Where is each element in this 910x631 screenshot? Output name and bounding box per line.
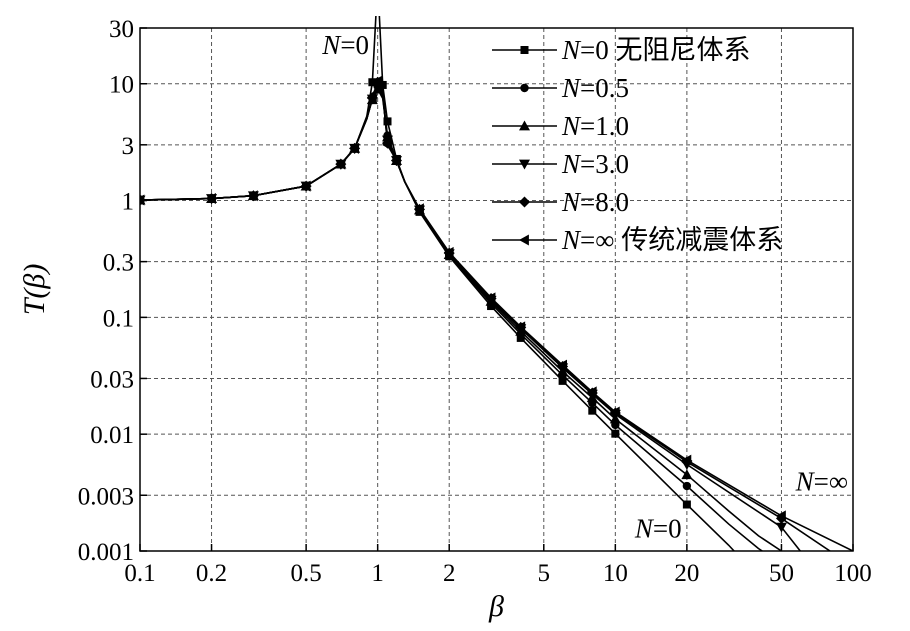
legend-marker <box>520 46 529 54</box>
y-tick-label: 1 <box>122 189 135 216</box>
legend-entry-1: N=0.5 <box>492 73 629 103</box>
y-tick-label: 0.1 <box>103 305 134 332</box>
data-point <box>682 481 692 491</box>
data-point <box>611 429 620 438</box>
data-point <box>206 193 216 205</box>
legend-label: N=0.5 <box>561 73 629 103</box>
series-group <box>140 16 853 551</box>
data-point <box>682 500 691 509</box>
x-axis-label: β <box>488 590 504 623</box>
series-5 <box>140 75 853 551</box>
data-point <box>485 292 496 304</box>
series-3 <box>140 79 801 551</box>
y-tick-label: 10 <box>109 72 134 99</box>
legend-marker <box>519 120 530 131</box>
data-point <box>609 406 620 418</box>
data-point <box>586 386 597 398</box>
data-point <box>390 155 401 167</box>
series-line-2 <box>140 87 782 551</box>
annotation-2: N=0 <box>634 514 682 544</box>
annotation-0: N=0 <box>321 30 369 60</box>
legend-entry-4: N=8.0 <box>492 187 629 217</box>
grid <box>140 28 853 551</box>
data-point <box>681 454 692 466</box>
data-point <box>366 92 377 104</box>
legend-marker <box>519 196 530 208</box>
x-tick-label: 5 <box>538 560 551 587</box>
data-point <box>775 522 787 533</box>
legend-entry-5: N=∞ 传统减震体系 <box>492 225 783 255</box>
x-tick-label: 0.5 <box>290 560 321 587</box>
legend-label: N=∞ 传统减震体系 <box>561 225 783 255</box>
y-axis-label: T(β) <box>18 264 51 316</box>
x-tick-label: 2 <box>443 560 456 587</box>
data-point <box>349 142 360 154</box>
legend-entry-0: N=0 无阻尼体系 <box>492 35 751 65</box>
data-point <box>300 180 311 192</box>
series-line-4 <box>140 80 831 551</box>
data-point <box>775 510 786 522</box>
x-tick-label: 20 <box>674 560 699 587</box>
legend-marker <box>519 234 529 246</box>
y-axis-ticks: 0.001 0.003 0.01 0.03 0.1 0.3 1 3 10 30 <box>78 16 147 566</box>
y-tick-label: 0.003 <box>78 483 134 510</box>
x-tick-label: 0.1 <box>124 560 155 587</box>
legend-entry-2: N=1.0 <box>492 111 629 141</box>
series-line-1 <box>140 84 763 551</box>
y-tick-label: 0.3 <box>103 250 134 277</box>
data-point <box>588 406 597 415</box>
data-point <box>681 469 693 480</box>
legend-label: N=0 无阻尼体系 <box>561 35 751 65</box>
y-tick-label: 0.001 <box>78 539 134 566</box>
data-point <box>372 75 383 87</box>
legend-label: N=1.0 <box>561 111 629 141</box>
y-tick-label: 30 <box>109 16 134 43</box>
data-point <box>558 376 567 385</box>
data-point <box>515 321 526 333</box>
legend-marker <box>519 159 530 170</box>
legend-marker <box>520 83 529 93</box>
series-0 <box>140 16 735 551</box>
y-tick-label: 0.03 <box>90 366 134 393</box>
annotations: N=0 N=∞ N=0 <box>321 30 848 544</box>
legend-label: N=3.0 <box>561 149 629 179</box>
series-4 <box>140 76 831 551</box>
y-tick-label: 0.01 <box>90 422 134 449</box>
x-tick-label: 100 <box>834 560 872 587</box>
data-point <box>378 80 387 89</box>
data-point <box>382 139 392 151</box>
y-tick-label: 3 <box>122 133 135 160</box>
data-point <box>557 359 568 371</box>
data-point <box>247 190 258 202</box>
plot-frame <box>139 27 854 552</box>
x-tick-label: 10 <box>603 560 628 587</box>
data-point <box>383 117 392 126</box>
legend: N=0 无阻尼体系 N=0.5 N=1.0 N=3.0 N=8.0 N=∞ 传统减震体系 <box>492 35 783 255</box>
series-line-0 <box>140 16 735 551</box>
data-point <box>443 246 454 258</box>
data-point <box>414 203 424 215</box>
data-point <box>335 158 346 170</box>
x-tick-label: 1 <box>371 560 384 587</box>
x-axis-ticks: 0.1 0.2 0.5 1 2 5 10 20 50 100 <box>124 544 872 587</box>
series-line-5 <box>140 79 853 551</box>
annotation-1: N=∞ <box>795 466 849 496</box>
legend-entry-3: N=3.0 <box>492 149 629 179</box>
legend-label: N=8.0 <box>561 187 629 217</box>
x-tick-label: 0.2 <box>196 560 227 587</box>
x-tick-label: 50 <box>769 560 794 587</box>
